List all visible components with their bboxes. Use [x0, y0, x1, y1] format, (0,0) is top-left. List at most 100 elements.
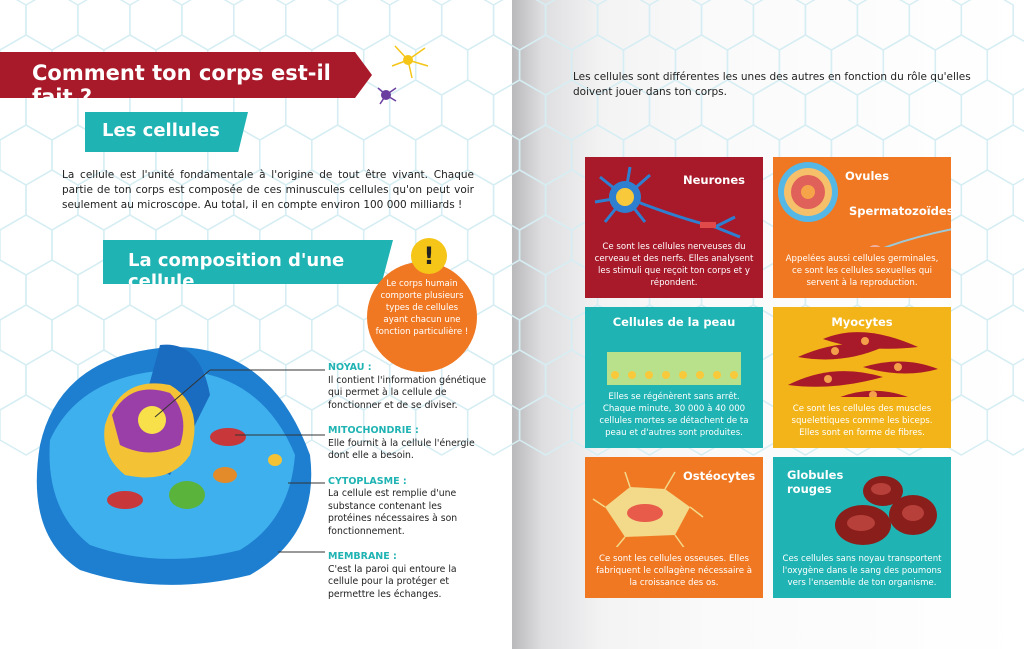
- hexagon: [129, 0, 183, 51]
- label-cytoplasme: CYTOPLASME : La cellule est remplie d'une…: [328, 476, 488, 539]
- ovum-illustration: [778, 162, 951, 247]
- hexagon: [986, 124, 1024, 186]
- hexagon: [466, 34, 521, 96]
- skin-cell-nucleus: [679, 371, 687, 379]
- hexagon: [388, 79, 443, 141]
- hexagon: [181, 0, 235, 51]
- hexagon: [0, 259, 27, 321]
- hexagon: [51, 214, 105, 276]
- hexagon: [960, 0, 1014, 51]
- card-title: Cellules de la peau: [612, 315, 736, 329]
- card-title: Globules rouges: [787, 468, 844, 496]
- card-title: Ovules: [845, 169, 890, 183]
- hexagon: [77, 0, 131, 51]
- hexagon: [986, 394, 1024, 456]
- hexagon: [0, 214, 53, 276]
- skin-cell-nucleus: [611, 371, 619, 379]
- hexagon: [233, 0, 287, 51]
- label-text: C'est la paroi qui entoure la cellule po…: [328, 563, 457, 600]
- hexagon: [986, 34, 1024, 96]
- hexagon: [492, 0, 547, 51]
- hexagon: [25, 0, 79, 51]
- cell-illustration: [36, 344, 325, 585]
- hexagon: [518, 34, 573, 96]
- hexagon: [388, 0, 443, 51]
- hexagon: [285, 0, 339, 51]
- label-text: Elle fournit à la cellule l'énergie dont…: [328, 437, 475, 462]
- section-title: La composition d'une cellule: [128, 250, 345, 292]
- label-title: NOYAU :: [328, 362, 372, 373]
- hexagon: [518, 124, 573, 186]
- skin-cell-nucleus: [730, 371, 738, 379]
- hexagon: [492, 349, 547, 411]
- skin-cell-nucleus: [662, 371, 670, 379]
- card-title: Myocytes: [831, 315, 893, 329]
- section-heading-composition: La composition d'une cellule: [103, 240, 393, 284]
- card-text: Ce sont les cellules nerveuses du cervea…: [594, 242, 754, 288]
- hexagon: [700, 0, 755, 51]
- card-text: Ce sont les cellules des muscles squelet…: [791, 404, 933, 438]
- card-osteocytes: Ostéocytes Ce sont les cellules osseuses…: [585, 457, 763, 598]
- red-blood-cells-illustration: [835, 476, 937, 545]
- label-membrane: MEMBRANE : C'est la paroi qui entoure la …: [328, 551, 488, 601]
- hexagon: [856, 0, 911, 51]
- hexagon: [25, 259, 79, 321]
- label-text: La cellule est remplie d'une substance c…: [328, 488, 458, 537]
- skin-cell-nucleus: [645, 371, 653, 379]
- hexagon: [908, 0, 963, 51]
- card-text: Ce sont les cellules osseuses. Elles fab…: [595, 554, 753, 588]
- callout-bubble: Le corps humain comporte plusieurs types…: [367, 262, 477, 372]
- page-title-banner: Comment ton corps est-il fait ?: [0, 52, 372, 98]
- hexagon: [648, 0, 703, 51]
- label-text: Il contient l'information génétique qui …: [328, 374, 487, 411]
- label-noyau: NOYAU : Il contient l'information génétiq…: [328, 362, 488, 412]
- hexagon: [492, 259, 547, 321]
- card-globules-rouges: Globules rouges Ces cellules sans noyau …: [773, 457, 951, 598]
- hexagon: [0, 169, 27, 231]
- skin-cell-nucleus: [696, 371, 704, 379]
- card-title: Ostéocytes: [683, 469, 756, 483]
- skin-cell-nucleus: [628, 371, 636, 379]
- label-title: MEMBRANE :: [328, 551, 397, 562]
- osteocyte-illustration: [592, 471, 704, 547]
- hexagon: [596, 0, 651, 51]
- right-intro: Les cellules sont différentes les unes d…: [573, 71, 971, 98]
- label-title: MITOCHONDRIE :: [328, 425, 419, 436]
- card-title: Neurones: [683, 173, 746, 187]
- label-mitochondrie: MITOCHONDRIE : Elle fournit à la cellule …: [328, 425, 488, 463]
- skin-cell-nucleus: [713, 371, 721, 379]
- label-title: CYTOPLASME :: [328, 475, 407, 487]
- hexagon: [336, 0, 391, 51]
- hexagon: [752, 0, 807, 51]
- hexagon: [986, 214, 1024, 276]
- card-title-2: Spermatozoïdes: [849, 204, 954, 218]
- hexagon: [440, 79, 495, 141]
- section-heading-cells: Les cellules: [85, 112, 248, 152]
- card-text: Elles se régénèrent sans arrêt. Chaque m…: [599, 392, 749, 438]
- neuron-illustration: [594, 166, 741, 239]
- hexagon: [544, 0, 599, 51]
- card-myocytes: Myocytes Ce sont les cellules des muscle…: [773, 307, 951, 448]
- card-text: Appelées aussi cellules germinales, ce s…: [785, 254, 939, 288]
- hexagon: [0, 124, 53, 186]
- hexagon: [362, 34, 417, 96]
- hexagon: [518, 214, 573, 276]
- exclamation-icon: !: [411, 238, 447, 274]
- card-ovules-spermatozoides: Ovules Spermatozoïdes Appelées aussi cel…: [773, 157, 954, 298]
- muscle-cells-illustration: [788, 332, 938, 397]
- hexagon: [960, 259, 1014, 321]
- card-skin-cells: Cellules de la peau Elles se régénèrent …: [585, 307, 763, 448]
- skin-cells-illustration: [607, 352, 741, 385]
- hexagon: [492, 79, 547, 141]
- section-title: Les cellules: [102, 120, 220, 141]
- callout-text: Le corps humain comporte plusieurs types…: [375, 279, 469, 337]
- hexagon: [518, 304, 573, 366]
- hexagon: [466, 214, 521, 276]
- page-title: Comment ton corps est-il fait ?: [32, 61, 331, 109]
- cell-part-labels: NOYAU : Il contient l'information génétiq…: [328, 362, 488, 614]
- hexagon: [440, 0, 495, 51]
- hexagon: [518, 394, 573, 456]
- hexagon: [492, 169, 547, 231]
- card-text: Ces cellules sans noyau transportent l'o…: [782, 554, 942, 588]
- molecule-icon: [377, 45, 429, 105]
